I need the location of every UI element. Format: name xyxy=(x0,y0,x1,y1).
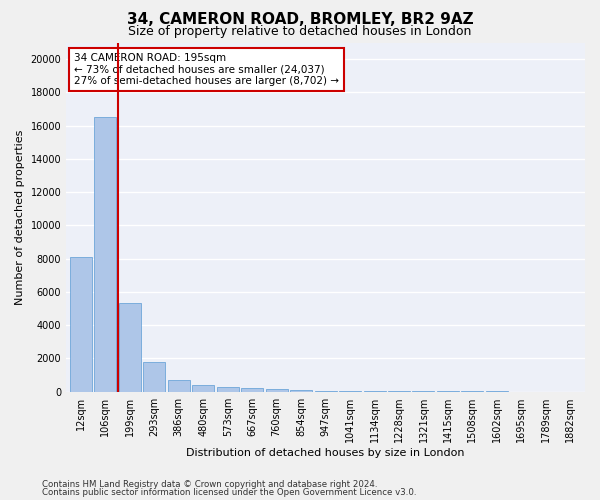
Bar xyxy=(314,390,337,392)
Bar xyxy=(94,118,116,392)
Y-axis label: Number of detached properties: Number of detached properties xyxy=(15,130,25,304)
Bar xyxy=(143,362,165,392)
Bar xyxy=(241,388,263,392)
Bar xyxy=(290,390,312,392)
Text: Contains public sector information licensed under the Open Government Licence v3: Contains public sector information licen… xyxy=(42,488,416,497)
Bar xyxy=(119,304,141,392)
Bar xyxy=(168,380,190,392)
Bar xyxy=(217,387,239,392)
Bar xyxy=(192,386,214,392)
Text: 34 CAMERON ROAD: 195sqm
← 73% of detached houses are smaller (24,037)
27% of sem: 34 CAMERON ROAD: 195sqm ← 73% of detache… xyxy=(74,53,339,86)
X-axis label: Distribution of detached houses by size in London: Distribution of detached houses by size … xyxy=(187,448,465,458)
Text: Size of property relative to detached houses in London: Size of property relative to detached ho… xyxy=(128,25,472,38)
Text: 34, CAMERON ROAD, BROMLEY, BR2 9AZ: 34, CAMERON ROAD, BROMLEY, BR2 9AZ xyxy=(127,12,473,28)
Bar xyxy=(70,257,92,392)
Bar xyxy=(266,389,287,392)
Text: Contains HM Land Registry data © Crown copyright and database right 2024.: Contains HM Land Registry data © Crown c… xyxy=(42,480,377,489)
Bar xyxy=(339,391,361,392)
